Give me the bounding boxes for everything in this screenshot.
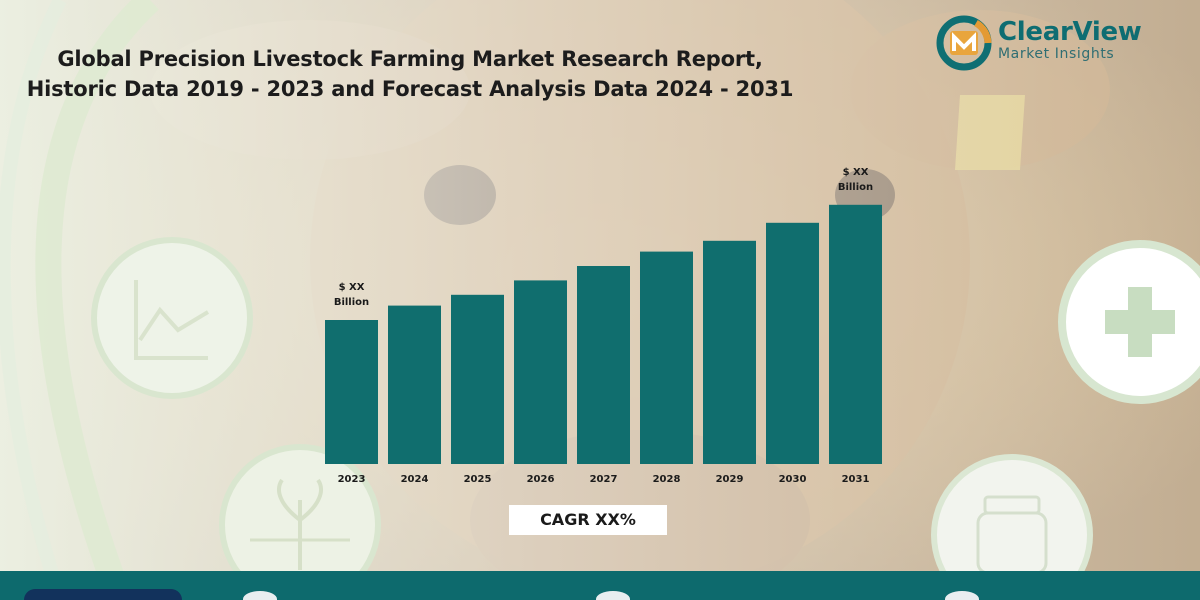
bar-2028 [640, 251, 693, 464]
bar-2025 [451, 294, 504, 464]
data-label-2031-line1: $ XX [843, 167, 869, 178]
bar-2031 [829, 204, 882, 465]
x-tick-label-2023: 2023 [338, 474, 366, 485]
x-tick-label-2025: 2025 [464, 474, 492, 485]
globe-icon [243, 591, 277, 600]
bar-2024 [388, 305, 441, 464]
x-tick-label-2028: 2028 [653, 474, 681, 485]
mail-icon [596, 591, 630, 600]
bar-2029 [703, 240, 756, 464]
x-tick-label-2024: 2024 [401, 474, 429, 485]
clearview-logo: ClearView Market Insights [936, 15, 1166, 75]
plant-icon [219, 444, 381, 600]
x-tick-label-2030: 2030 [779, 474, 807, 485]
x-tick-label-2027: 2027 [590, 474, 618, 485]
phone-icon [945, 591, 979, 600]
bar-2026 [514, 280, 567, 464]
data-label-2023-line2: Billion [334, 297, 369, 308]
x-tick-label-2026: 2026 [527, 474, 555, 485]
footer-bar [0, 571, 1200, 600]
logo-subtitle: Market Insights [998, 46, 1115, 62]
x-tick-label-2031: 2031 [842, 474, 870, 485]
logo-name: ClearView [998, 17, 1142, 47]
logo-mark-icon [936, 15, 992, 71]
chart-icon [91, 237, 253, 399]
cagr-label: CAGR XX% [509, 505, 667, 535]
bar-2030 [766, 222, 819, 464]
data-label-2031-line2: Billion [838, 182, 873, 193]
bar-2027 [577, 266, 630, 464]
page-title: Global Precision Livestock Farming Marke… [20, 44, 800, 104]
x-tick-label-2029: 2029 [716, 474, 744, 485]
footer-pill [24, 589, 182, 600]
title-line-1: Global Precision Livestock Farming Marke… [57, 47, 763, 71]
title-line-2: Historic Data 2019 - 2023 and Forecast A… [26, 77, 794, 101]
plus-icon [1058, 240, 1200, 404]
bar-2023 [325, 320, 378, 464]
data-label-2023-line1: $ XX [339, 282, 365, 293]
